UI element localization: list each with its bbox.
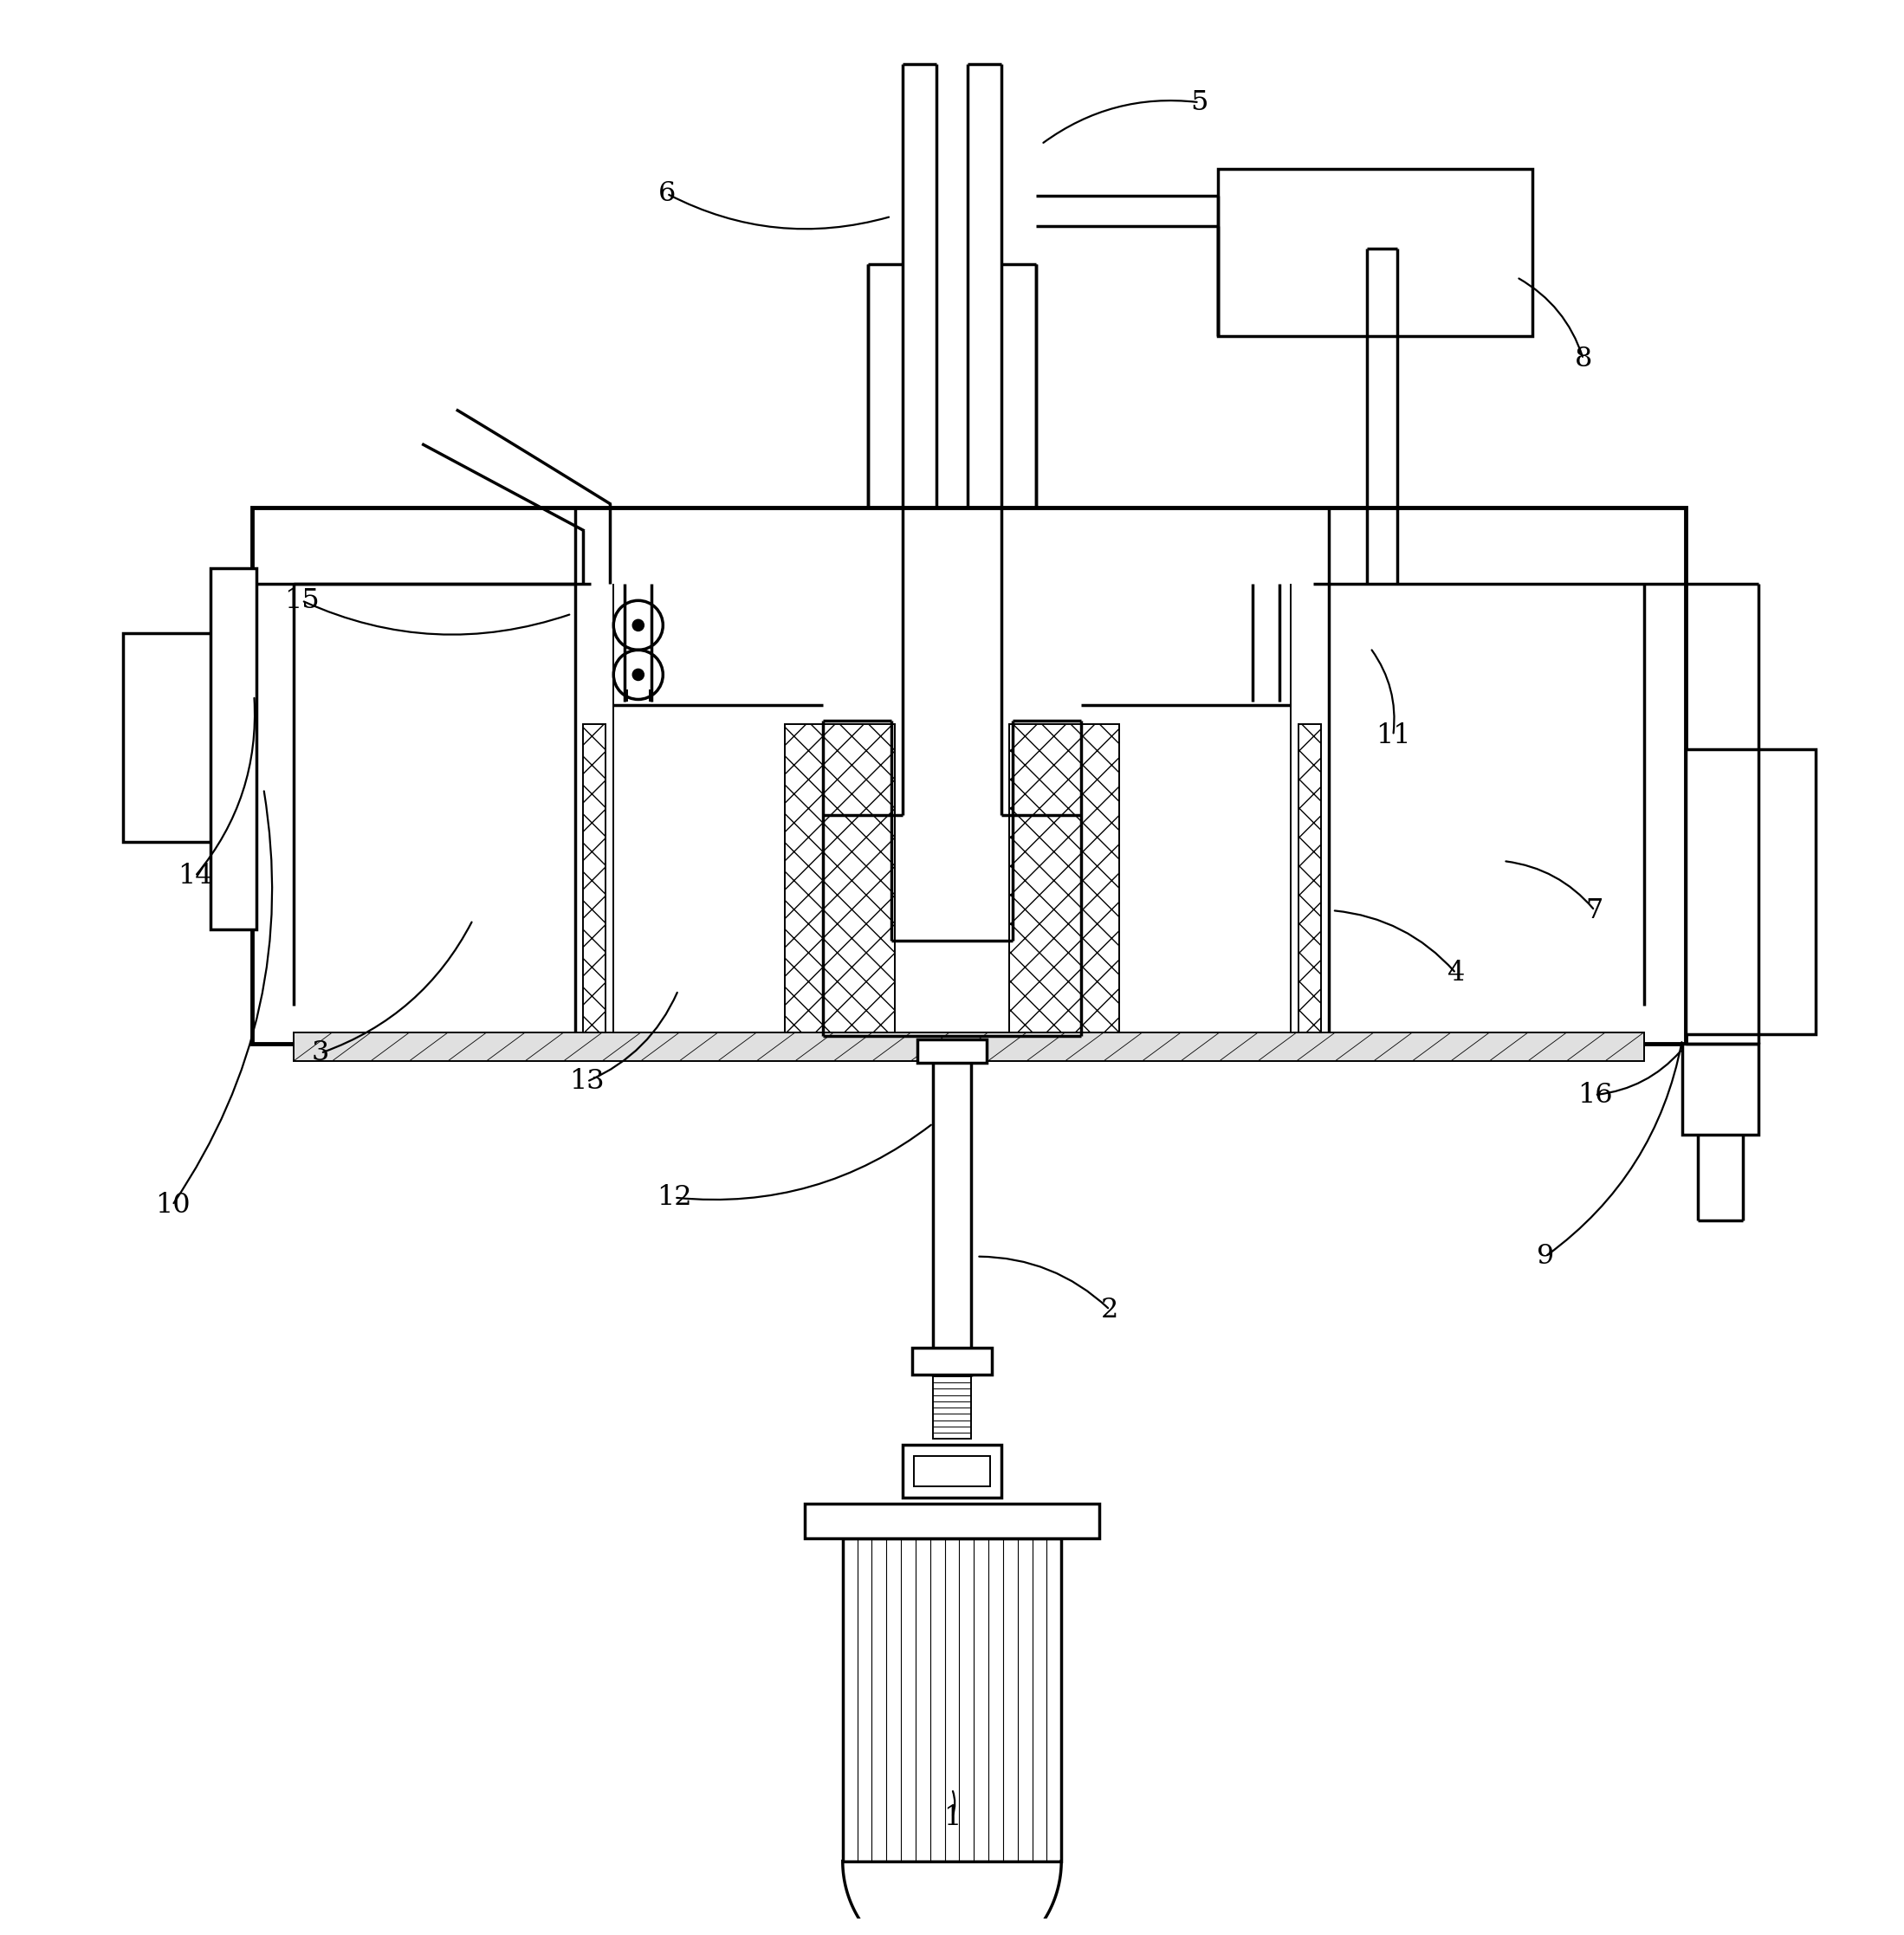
Bar bbox=[583, 724, 605, 1031]
Bar bbox=[914, 1457, 990, 1486]
Text: 15: 15 bbox=[284, 586, 320, 613]
Bar bbox=[784, 724, 895, 1031]
Bar bbox=[918, 1039, 986, 1062]
Bar bbox=[124, 633, 251, 842]
Text: 6: 6 bbox=[659, 180, 676, 207]
Text: 5: 5 bbox=[1190, 89, 1207, 116]
Text: 14: 14 bbox=[177, 863, 213, 890]
Bar bbox=[902, 1445, 1002, 1498]
Bar bbox=[912, 1349, 992, 1374]
Bar bbox=[843, 1538, 1061, 1861]
Text: 13: 13 bbox=[569, 1068, 604, 1095]
Text: 9: 9 bbox=[1537, 1242, 1554, 1269]
Bar bbox=[1219, 168, 1533, 337]
Text: 12: 12 bbox=[657, 1184, 691, 1211]
Text: 1: 1 bbox=[942, 1803, 962, 1831]
Bar bbox=[1009, 724, 1120, 1031]
Circle shape bbox=[632, 670, 644, 681]
Bar bbox=[251, 507, 1687, 1043]
Text: 3: 3 bbox=[312, 1039, 329, 1066]
Text: 4: 4 bbox=[1447, 960, 1464, 987]
Text: 7: 7 bbox=[1586, 898, 1603, 923]
Text: 10: 10 bbox=[154, 1192, 190, 1219]
Text: 2: 2 bbox=[1101, 1296, 1120, 1324]
Bar bbox=[1299, 724, 1321, 1031]
Bar bbox=[803, 1503, 1101, 1538]
Bar bbox=[209, 569, 255, 929]
Bar bbox=[1687, 749, 1815, 1033]
Text: 8: 8 bbox=[1575, 346, 1592, 372]
Bar bbox=[293, 1031, 1645, 1060]
Text: 11: 11 bbox=[1375, 722, 1411, 749]
Bar bbox=[1683, 1043, 1757, 1134]
Text: 16: 16 bbox=[1577, 1082, 1613, 1109]
Bar bbox=[933, 1376, 971, 1440]
Circle shape bbox=[632, 619, 644, 631]
